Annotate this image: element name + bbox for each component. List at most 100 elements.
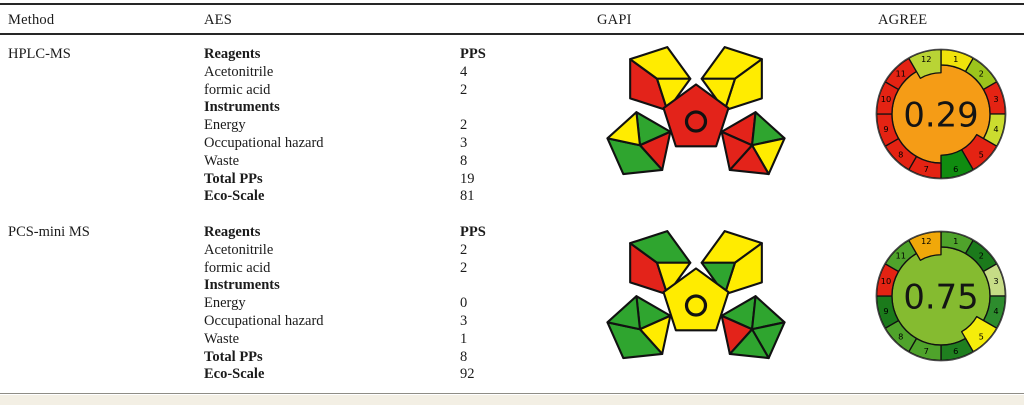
agree-segment-12 — [908, 230, 942, 261]
agree-segment-number: 6 — [953, 164, 958, 174]
agree-score: 0.29 — [903, 95, 978, 134]
aes-line: Waste 8 — [204, 153, 524, 171]
aes-line: Waste 1 — [204, 331, 524, 349]
agree-segment-number: 8 — [898, 331, 903, 341]
agree-segment-number: 12 — [921, 236, 932, 246]
aes-line: Instruments — [204, 277, 524, 295]
aes-line: Instruments — [204, 99, 524, 117]
aes-line: Occupational hazard 3 — [204, 135, 524, 153]
method-name: PCS-mini MS — [8, 224, 90, 240]
agree-segment-number: 4 — [993, 124, 998, 134]
agree-segment-number: 9 — [883, 124, 888, 134]
agree-segment-number: 1 — [953, 236, 958, 246]
aes-line-value: 8 — [460, 152, 468, 169]
agree-segment-number: 10 — [881, 94, 892, 104]
gapi-pictogram — [606, 46, 786, 176]
aes-line: Total PPs 8 — [204, 349, 524, 367]
column-header-method: Method — [8, 12, 55, 28]
aes-line: Acetonitrile 2 — [204, 242, 524, 260]
aes-line: Reagents PPS — [204, 224, 524, 242]
aes-line-value: 81 — [460, 188, 475, 205]
aes-line-label: Acetonitrile — [204, 63, 274, 80]
aes-line-value: 3 — [460, 313, 468, 329]
aes-line-value: 2 — [460, 259, 468, 276]
aes-line-value: 3 — [460, 135, 468, 151]
table-bottom-rule — [0, 393, 1024, 394]
aes-line-label: Occupational hazard — [204, 313, 324, 329]
agree-score: 0.75 — [903, 277, 978, 316]
agree-segment-number: 12 — [921, 54, 932, 64]
agree-outer-border — [875, 48, 1007, 180]
aes-line-label: Eco-Scale — [204, 188, 265, 205]
method-name: HPLC-MS — [8, 46, 71, 62]
aes-line-label: Occupational hazard — [204, 135, 324, 151]
agree-segment-number: 6 — [953, 346, 958, 356]
agree-segment-number: 7 — [924, 164, 929, 174]
aes-line-value: 0 — [460, 295, 468, 312]
aes-line-label: Total PPs — [204, 170, 263, 187]
aes-line: Energy 2 — [204, 117, 524, 135]
agree-segment-number: 3 — [993, 276, 998, 286]
agree-segment-number: 5 — [979, 149, 984, 159]
agree-segment-number: 9 — [883, 306, 888, 316]
aes-line-label: Acetonitrile — [204, 241, 274, 258]
gapi-segment-top_right-2 — [700, 261, 736, 296]
aes-line-label: Instruments — [204, 277, 280, 294]
gapi-segment-bottom_left-3 — [606, 295, 641, 331]
aes-line-value: PPS — [460, 46, 486, 62]
aes-line-value: 2 — [460, 241, 468, 258]
aes-line: Acetonitrile 4 — [204, 64, 524, 82]
column-header-agree: AGREE — [878, 12, 928, 28]
aes-line: formic acid 2 — [204, 260, 524, 278]
gapi-pictogram — [606, 230, 786, 360]
agree-segment-number: 2 — [979, 69, 984, 79]
gapi-segment-bottom_right-4 — [720, 130, 754, 171]
next-section-band — [0, 395, 1024, 405]
agree-outer-border — [875, 230, 1007, 362]
aes-line: Reagents PPS — [204, 46, 524, 64]
aes-line-label: Energy — [204, 295, 246, 312]
aes-line: Total PPs 19 — [204, 171, 524, 189]
aes-line: Eco-Scale 92 — [204, 366, 524, 384]
aes-line: formic acid 2 — [204, 82, 524, 100]
aes-line: Occupational hazard 3 — [204, 313, 524, 331]
agree-segment-number: 8 — [898, 149, 903, 159]
aes-line-value: 19 — [460, 170, 475, 187]
gapi-segment-bottom_left-3 — [606, 111, 641, 147]
table-top-rule — [0, 3, 1024, 5]
aes-line-value: PPS — [460, 224, 486, 240]
aes-line-label: Waste — [204, 330, 240, 347]
aes-line: Energy 0 — [204, 295, 524, 313]
agree-segment-number: 1 — [953, 54, 958, 64]
aes-line-label: Eco-Scale — [204, 366, 265, 383]
agree-segment-number: 11 — [895, 251, 906, 261]
agree-segment-number: 5 — [979, 331, 984, 341]
gapi-segment-top_right-2 — [700, 77, 736, 112]
agree-segment-12 — [908, 48, 942, 79]
gapi-center-circle-icon — [684, 110, 708, 133]
gapi-segment-top_left-2 — [656, 77, 692, 112]
aes-line-label: Total PPs — [204, 348, 263, 365]
agree-segment-number: 2 — [979, 251, 984, 261]
aes-line: Eco-Scale 81 — [204, 188, 524, 206]
aes-line-value: 2 — [460, 117, 468, 134]
column-header-gapi: GAPI — [597, 12, 632, 28]
aes-line-value: 8 — [460, 348, 468, 365]
agree-segment-number: 11 — [895, 69, 906, 79]
aes-line-label: formic acid — [204, 81, 271, 98]
agree-segment-number: 4 — [993, 306, 998, 316]
aes-line-label: Waste — [204, 152, 240, 169]
aes-line-label: formic acid — [204, 259, 271, 276]
aes-line-value: 1 — [460, 330, 468, 347]
column-header-aes: AES — [204, 12, 232, 28]
aes-line-label: Reagents — [204, 46, 261, 62]
agree-segment-number: 10 — [881, 276, 892, 286]
aes-line-label: Energy — [204, 117, 246, 134]
aes-line-value: 4 — [460, 63, 468, 80]
gapi-center-circle-icon — [684, 294, 708, 317]
gapi-segment-top_left-2 — [656, 261, 692, 296]
aes-line-value: 2 — [460, 81, 468, 98]
